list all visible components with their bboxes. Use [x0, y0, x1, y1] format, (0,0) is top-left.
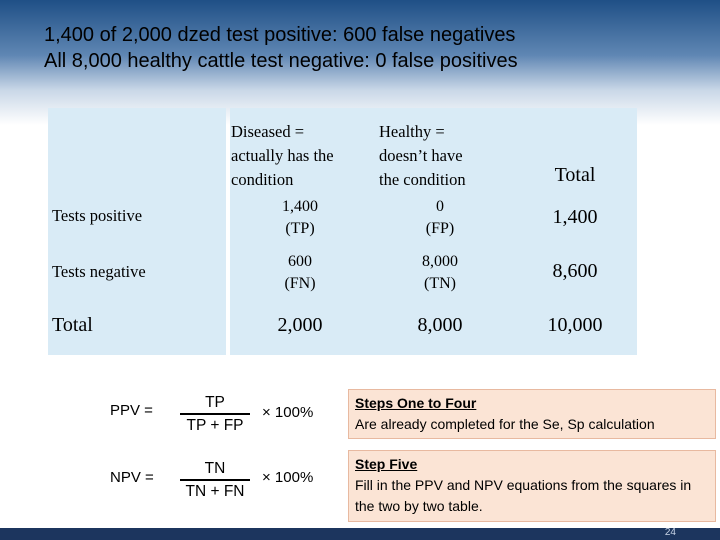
cell-fn: 600 (FN) [284, 253, 316, 292]
cell-total-healthy: 8,000 [417, 314, 463, 336]
row-label-panel [48, 108, 226, 355]
header-healthy: Healthy = doesn’t have the condition [379, 122, 466, 189]
note-steps-one-to-four: Steps One to Four Are already completed … [348, 389, 716, 439]
row-label-total: Total [52, 314, 93, 336]
cell-total-negative: 8,600 [552, 260, 598, 282]
page-number: 24 [664, 527, 676, 538]
data-panel [230, 108, 637, 355]
header-total: Total [554, 164, 596, 186]
title-line-2: All 8,000 healthy cattle test negative: … [44, 50, 518, 72]
slide-title: 1,400 of 2,000 dzed test positive: 600 f… [44, 22, 518, 74]
ppv-fraction: TP TP + FP [180, 394, 250, 435]
note-step-five: Step Five Fill in the PPV and NPV equati… [348, 450, 716, 522]
cell-fp: 0 (FP) [425, 198, 455, 237]
npv-label: NPV = [110, 469, 154, 486]
row-label-tests-positive: Tests positive [52, 206, 143, 225]
footer-bar [0, 528, 720, 540]
ppv-denominator: TP + FP [186, 417, 244, 434]
cell-tp: 1,400 (TP) [282, 198, 318, 237]
cell-total-diseased: 2,000 [277, 314, 323, 336]
note-1-body: Are already completed for the Se, Sp cal… [355, 416, 655, 432]
row-label-tests-negative: Tests negative [52, 262, 146, 281]
npv-numerator: TN [204, 460, 226, 477]
npv-fraction: TN TN + FN [180, 460, 250, 501]
npv-denominator: TN + FN [185, 483, 245, 500]
ppv-label: PPV = [110, 402, 153, 419]
npv-multiplier: × 100% [262, 469, 314, 486]
ppv-numerator: TP [205, 394, 225, 411]
note-1-heading: Steps One to Four [355, 395, 477, 411]
cell-grand-total: 10,000 [547, 314, 603, 336]
note-2-heading: Step Five [355, 456, 418, 472]
cell-tn: 8,000 (TN) [422, 253, 458, 292]
header-diseased: Diseased = actually has the condition [231, 122, 334, 189]
ppv-multiplier: × 100% [262, 404, 314, 421]
title-line-1: 1,400 of 2,000 dzed test positive: 600 f… [44, 24, 516, 46]
npv-fraction-bar [180, 479, 250, 481]
note-2-body: Fill in the PPV and NPV equations from t… [355, 477, 692, 514]
ppv-fraction-bar [180, 413, 250, 415]
cell-total-positive: 1,400 [552, 206, 598, 228]
